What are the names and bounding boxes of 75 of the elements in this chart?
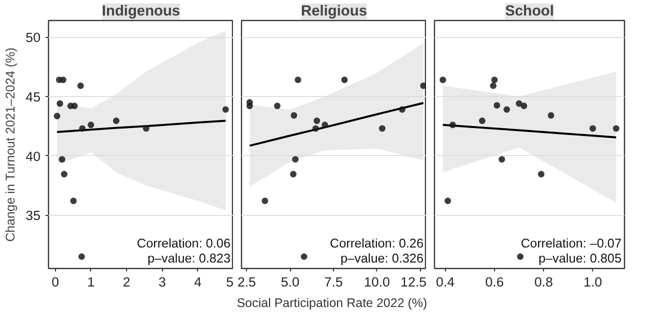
y-tick-label: 40 [26, 148, 41, 164]
annotation: Correlation: 0.06 [136, 236, 231, 250]
point [274, 102, 281, 110]
annotation: p–value: 0.823 [147, 252, 231, 266]
point [58, 156, 66, 163]
annotation: Correlation: 0.26 [330, 236, 424, 250]
point [449, 122, 456, 128]
chart-title: School [505, 4, 554, 20]
point [341, 76, 348, 84]
line-series [56, 120, 227, 134]
point [294, 76, 302, 84]
x-tick-label: 12.5 [400, 274, 427, 290]
annotation: Correlation: –0.07 [520, 236, 622, 250]
point [54, 112, 60, 120]
point [77, 82, 84, 90]
point [60, 170, 68, 178]
point [538, 170, 544, 178]
x-tick-label: 0.8 [534, 274, 553, 290]
point [490, 82, 496, 90]
point [478, 118, 486, 124]
point [548, 112, 554, 119]
point [378, 125, 386, 132]
point [56, 100, 64, 107]
annotation: p–value: 0.326 [340, 252, 424, 266]
point [322, 122, 328, 128]
x-tick-label: 2.5 [237, 274, 256, 290]
y-axis-title: Change in Turnout 2021–2024 (%) [4, 48, 18, 242]
x-tick-label: 3 [158, 274, 166, 290]
point [246, 102, 253, 110]
point [290, 170, 297, 178]
point [78, 253, 85, 260]
point [491, 76, 498, 84]
x-tick-label: 0 [52, 274, 59, 290]
point [292, 156, 299, 163]
point [71, 102, 78, 110]
point [494, 102, 500, 109]
x-tick-label: 7.5 [324, 274, 343, 290]
point [498, 156, 506, 163]
point [88, 122, 94, 128]
point [612, 125, 620, 132]
point [112, 118, 120, 124]
point [504, 106, 510, 113]
point [590, 125, 596, 132]
point [440, 76, 446, 84]
x-tick-label: 0.6 [485, 274, 504, 290]
point [290, 112, 298, 119]
point [60, 76, 66, 84]
point [70, 198, 77, 204]
x-tick-label: 5 [226, 274, 234, 290]
point [398, 106, 406, 113]
x-tick-label: 1 [87, 274, 95, 290]
point [444, 198, 452, 204]
point [300, 253, 308, 260]
x-tick-label: 1.0 [584, 274, 602, 290]
y-tick-label: 45 [26, 89, 41, 104]
x-axis-title: Social Participation Rate 2022 (%) [236, 295, 428, 312]
point [222, 106, 229, 113]
chart-title: Religious [301, 4, 367, 20]
point [420, 82, 426, 90]
chart-title: Indigenous [102, 4, 180, 20]
x-tick-label: 4 [194, 274, 202, 290]
x-tick-label: 5.0 [280, 274, 300, 290]
annotation: p–value: 0.805 [538, 252, 622, 266]
x-tick-label: 2 [122, 274, 130, 290]
point [314, 118, 320, 124]
x-tick-label: 0.4 [436, 274, 456, 290]
point [142, 125, 150, 132]
point [517, 253, 524, 260]
y-tick-label: 50 [26, 30, 41, 46]
point [79, 125, 86, 132]
x-tick-label: 10.0 [364, 274, 390, 290]
point [262, 198, 268, 204]
point [520, 102, 528, 110]
point [312, 125, 319, 132]
y-tick-label: 35 [26, 208, 41, 224]
